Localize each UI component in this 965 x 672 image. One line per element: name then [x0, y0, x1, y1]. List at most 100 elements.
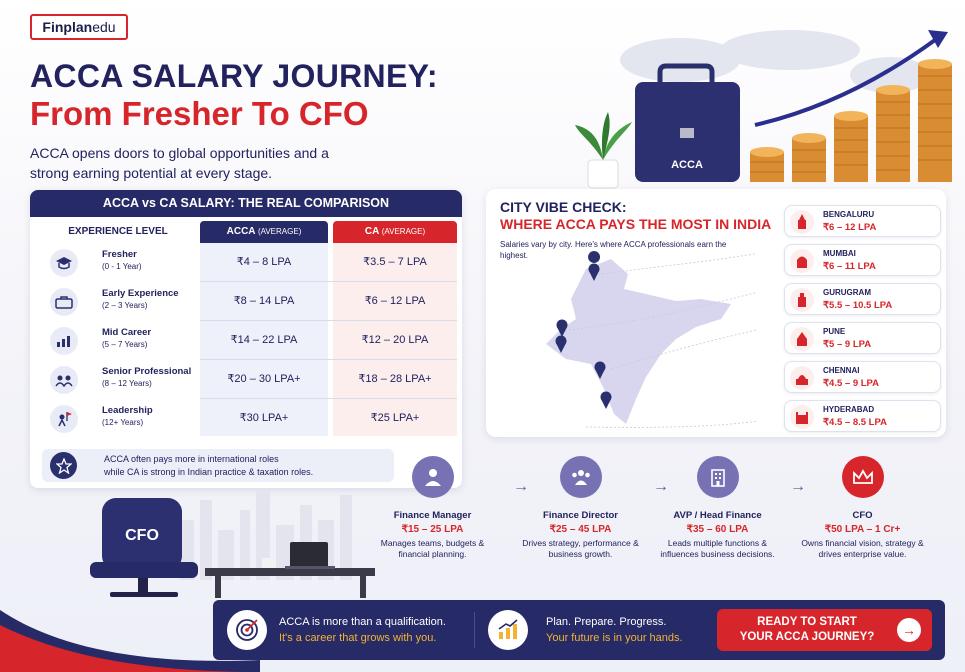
city-description: Salaries vary by city. Here's where ACCA…: [500, 240, 727, 260]
start-journey-button[interactable]: READY TO START YOUR ACCA JOURNEY? →: [717, 609, 932, 651]
stage-description: Owns financial vision, strategy & drives…: [801, 538, 924, 559]
briefcase-icon: [50, 288, 78, 316]
landmark-icon: [790, 210, 814, 234]
experience-years: (2 – 3 Years): [102, 301, 148, 310]
team-icon: [50, 366, 78, 394]
footer-line1: ACCA is more than a qualification.: [279, 616, 446, 628]
experience-level: Leadership: [102, 405, 153, 416]
experience-level: Early Experience: [102, 288, 179, 299]
crown-icon: [841, 456, 884, 498]
stage-role: Finance Director: [543, 510, 618, 521]
city-salary: ₹4.5 – 9 LPA: [823, 378, 880, 389]
city-name: MUMBAI: [823, 249, 856, 258]
landmark-icon: [790, 366, 814, 390]
salary-comparison-card: ACCA vs CA SALARY: THE REAL COMPARISON E…: [30, 190, 462, 488]
city-item-gurugram[interactable]: GURUGRAM ₹5.5 – 10.5 LPA: [784, 283, 941, 315]
col-acca-label: ACCA: [226, 226, 256, 237]
city-item-chennai[interactable]: CHENNAI ₹4.5 – 9 LPA: [784, 361, 941, 393]
comparison-note: ACCA often pays more in international ro…: [42, 449, 394, 482]
city-subheading: WHERE ACCA PAYS THE MOST IN INDIA: [500, 216, 772, 232]
comparison-heading: ACCA vs CA SALARY: THE REAL COMPARISON: [30, 190, 462, 217]
stage-role: Finance Manager: [393, 510, 472, 521]
footer-banner: ACCA is more than a qualification. It's …: [213, 600, 945, 660]
cta-line2: YOUR ACCA JOURNEY?: [739, 631, 875, 643]
city-salary: ₹4.5 – 8.5 LPA: [823, 417, 887, 428]
experience-years: (8 – 12 Years): [102, 379, 152, 388]
stage-description: Drives strategy, performance & business …: [522, 538, 639, 559]
acca-salary: ₹30 LPA+: [239, 412, 289, 424]
target-icon: [227, 610, 267, 650]
career-stage: Finance Manager ₹15 – 25 LPA Manages tea…: [370, 456, 495, 560]
footer-line3: Plan. Prepare. Progress.: [546, 616, 667, 628]
table-row: Fresher (0 - 1 Year) ₹4 – 8 LPA ₹3.5 – 7…: [30, 243, 462, 282]
city-item-pune[interactable]: PUNE ₹5 – 9 LPA: [784, 322, 941, 354]
col-acca-note: (AVERAGE): [257, 227, 302, 236]
arrow-right-icon: →: [513, 478, 529, 495]
city-vibe-card: CITY VIBE CHECK: WHERE ACCA PAYS THE MOS…: [486, 189, 946, 437]
growth-arrow-icon: [754, 30, 948, 127]
table-row: Mid Career (5 – 7 Years) ₹14 – 22 LPA ₹1…: [30, 321, 462, 360]
building-icon: [696, 456, 739, 498]
stage-salary: ₹50 LPA – 1 Cr+: [824, 524, 901, 535]
city-item-mumbai[interactable]: MUMBAI ₹6 – 11 LPA: [784, 244, 941, 276]
ca-column-bg: [333, 243, 457, 436]
footer-line2: It's a career that grows with you.: [279, 632, 437, 644]
row-divider: [200, 281, 457, 282]
decorative-swoosh: [0, 610, 260, 672]
finplan-edu-logo[interactable]: Finplan edu: [30, 14, 128, 40]
city-item-hyderabad[interactable]: HYDERABAD ₹4.5 – 8.5 LPA: [784, 400, 941, 432]
acca-salary: ₹8 – 14 LPA: [233, 295, 295, 307]
world-map-icon: [620, 30, 930, 93]
desk-icon: [205, 542, 375, 598]
landmark-icon: [790, 288, 814, 312]
career-stage: Finance Director ₹25 – 45 LPA Drives str…: [518, 456, 643, 560]
india-map-icon: [546, 251, 756, 428]
star-icon: [50, 452, 77, 479]
landmark-icon: [790, 327, 814, 351]
city-salary: ₹5.5 – 10.5 LPA: [823, 300, 893, 311]
stage-salary: ₹35 – 60 LPA: [686, 524, 749, 535]
landmark-icon: [790, 249, 814, 273]
career-stage: AVP / Head Finance ₹35 – 60 LPA Leads mu…: [655, 456, 780, 560]
acca-column-bg: [200, 243, 328, 436]
career-path-section: Finance Manager ₹15 – 25 LPA Manages tea…: [370, 450, 945, 585]
city-name: HYDERABAD: [823, 405, 875, 414]
stage-description: Leads multiple functions & influences bu…: [660, 538, 775, 559]
row-divider: [200, 398, 457, 399]
ca-salary: ₹25 LPA+: [370, 412, 420, 424]
city-item-bengaluru[interactable]: BENGALURU ₹6 – 12 LPA: [784, 205, 941, 237]
briefcase-label: ACCA: [671, 159, 703, 171]
manager-icon: [411, 456, 454, 498]
graduation-cap-icon: [50, 249, 78, 277]
ca-salary: ₹3.5 – 7 LPA: [363, 256, 427, 268]
stage-salary: ₹25 – 45 LPA: [549, 524, 612, 535]
city-salary: ₹5 – 9 LPA: [823, 339, 872, 350]
stage-description: Manages teams, budgets & financial plann…: [380, 538, 485, 559]
experience-level: Senior Professional: [102, 366, 192, 377]
city-name: GURUGRAM: [823, 288, 871, 297]
logo-text-accent: edu: [92, 19, 116, 35]
city-salary: ₹6 – 12 LPA: [823, 222, 877, 233]
page-subtitle: ACCA opens doors to global opportunities…: [30, 145, 329, 181]
coin-stacks-icon: [750, 59, 952, 182]
table-row: Early Experience (2 – 3 Years) ₹8 – 14 L…: [30, 282, 462, 321]
note-line2: while CA is strong in Indian practice & …: [104, 467, 314, 477]
hero-illustration: ACCA: [575, 30, 952, 189]
city-name: CHENNAI: [823, 366, 860, 375]
ca-salary: ₹18 – 28 LPA+: [358, 373, 432, 385]
col-header-experience: EXPERIENCE LEVEL: [68, 226, 168, 237]
experience-level: Mid Career: [102, 327, 152, 338]
experience-years: (12+ Years): [102, 418, 144, 427]
arrow-right-icon[interactable]: →: [897, 618, 921, 642]
chair-label: CFO: [125, 527, 159, 544]
col-header-acca: ACCA (AVERAGE): [200, 221, 328, 243]
growth-chart-icon: [488, 610, 528, 650]
city-salary: ₹6 – 11 LPA: [823, 261, 876, 272]
city-name: PUNE: [823, 327, 846, 336]
stage-role: CFO: [852, 510, 873, 521]
group-icon: [559, 456, 602, 498]
briefcase-icon: ACCA: [635, 63, 740, 182]
stage-role: AVP / Head Finance: [673, 510, 762, 521]
col-ca-note: (AVERAGE): [381, 227, 426, 236]
